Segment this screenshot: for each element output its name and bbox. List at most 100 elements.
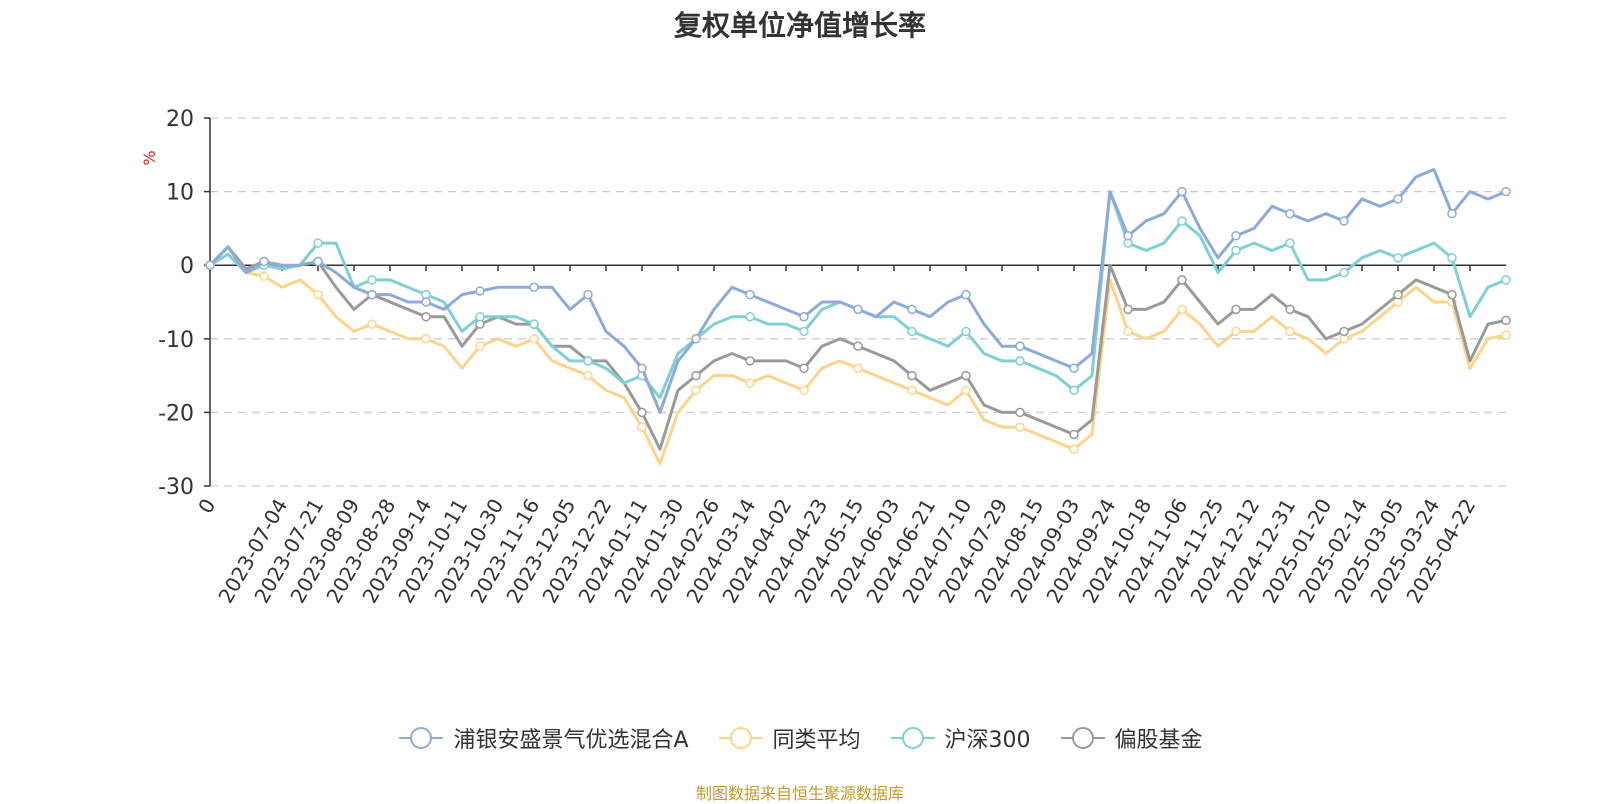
data-point [961, 326, 971, 337]
data-point [907, 304, 917, 315]
y-tick-label: 10 [166, 181, 194, 206]
data-point [367, 319, 377, 329]
data-point [1231, 304, 1241, 315]
data-point [1285, 326, 1295, 337]
data-point [583, 356, 593, 366]
legend-marker-icon [718, 727, 763, 749]
y-axis-unit: % [140, 150, 159, 165]
legend-label: 沪深300 [944, 728, 1031, 753]
data-point [637, 363, 647, 373]
y-tick-label: -30 [158, 475, 194, 500]
data-point [259, 271, 269, 281]
data-point [907, 385, 917, 396]
data-point [1177, 304, 1187, 315]
data-point [1231, 231, 1241, 241]
data-point [1069, 429, 1079, 440]
data-point [1231, 245, 1241, 256]
data-point [421, 297, 431, 307]
data-point [1393, 194, 1403, 204]
data-point [1339, 267, 1349, 278]
data-point [1393, 253, 1403, 263]
data-point [1285, 208, 1295, 219]
data-point [637, 407, 647, 418]
data-point [1123, 231, 1133, 241]
data-source-note: 制图数据来自恒生聚源数据库 [695, 784, 904, 803]
data-point [961, 370, 971, 381]
data-point [529, 282, 539, 293]
legend-item[interactable]: 偏股基金 [1059, 722, 1203, 754]
legend-item[interactable]: 沪深300 [889, 722, 1031, 754]
data-point [691, 385, 701, 396]
data-point [1501, 186, 1511, 197]
data-point [745, 356, 755, 366]
data-point [1339, 216, 1349, 226]
y-tick-labels: 20 10 0 -10 -20 -30 [158, 107, 194, 500]
y-tick-label: -10 [158, 328, 194, 353]
data-point [1123, 304, 1133, 315]
data-point [1393, 289, 1403, 300]
data-point [799, 363, 809, 373]
x-tick-labels: 02023-07-042023-07-212023-08-092023-08-2… [193, 495, 1480, 608]
data-point [853, 304, 863, 315]
data-point [1069, 444, 1079, 454]
data-point [691, 370, 701, 381]
data-point [1069, 363, 1079, 373]
data-point [1285, 238, 1295, 248]
data-point [1015, 341, 1025, 351]
data-point [475, 341, 485, 351]
data-point [313, 289, 323, 300]
data-point [583, 289, 593, 300]
data-point [1447, 208, 1457, 219]
legend-marker-icon [890, 727, 935, 749]
chart-title: 复权单位净值增长率 [673, 9, 926, 42]
x-tick-label: 0 [193, 495, 220, 518]
data-point [367, 275, 377, 285]
legend-label: 同类平均 [772, 728, 861, 753]
legend-label: 浦银安盛景气优选混合A [453, 728, 689, 753]
data-point [1501, 275, 1511, 285]
data-point [691, 334, 701, 344]
data-point [907, 326, 917, 337]
legend-item[interactable]: 同类平均 [717, 722, 861, 754]
legend-marker-icon [1060, 727, 1105, 749]
y-tick-label: 20 [166, 107, 194, 132]
data-point [1231, 326, 1241, 337]
data-point [1015, 422, 1025, 432]
data-point [1447, 289, 1457, 300]
data-point [1015, 407, 1025, 418]
data-point [1069, 385, 1079, 396]
data-point [1177, 186, 1187, 197]
data-point [1447, 253, 1457, 263]
data-point [313, 238, 323, 248]
series-line [208, 168, 1507, 414]
data-point [745, 378, 755, 388]
y-tick-label: 0 [180, 254, 194, 279]
data-point [421, 334, 431, 344]
data-point [745, 289, 755, 300]
legend-label: 偏股基金 [1114, 728, 1203, 753]
data-point [1501, 330, 1511, 340]
data-point [1501, 315, 1511, 326]
data-point [799, 311, 809, 322]
data-point [529, 319, 539, 329]
data-point [313, 256, 323, 267]
data-point [853, 341, 863, 351]
data-point [799, 385, 809, 396]
data-point [907, 370, 917, 381]
data-point [529, 334, 539, 344]
data-point [475, 311, 485, 322]
data-point [1339, 326, 1349, 337]
legend-item[interactable]: 浦银安盛景气优选混合A [397, 722, 689, 754]
data-point [1123, 326, 1133, 337]
axes [204, 117, 1506, 487]
data-point [1177, 216, 1187, 226]
data-point [745, 311, 755, 322]
data-point [799, 326, 809, 337]
data-point [259, 256, 269, 267]
data-point [583, 370, 593, 381]
data-point [421, 311, 431, 322]
data-point [1285, 304, 1295, 315]
data-point [853, 363, 863, 373]
legend: 浦银安盛景气优选混合A 同类平均 沪深300 偏股基金 [0, 722, 1600, 754]
